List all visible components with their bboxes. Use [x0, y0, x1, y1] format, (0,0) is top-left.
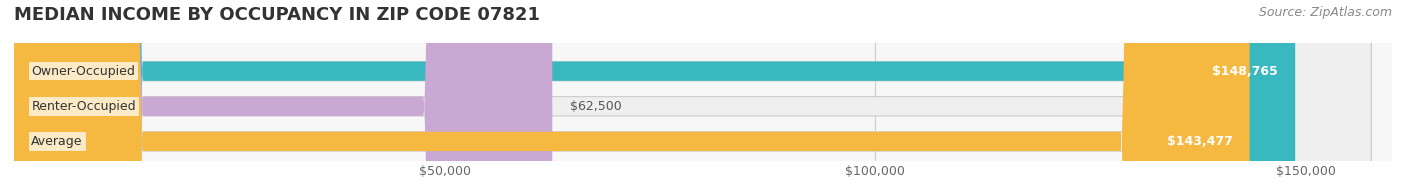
Text: $148,765: $148,765	[1212, 65, 1278, 78]
FancyBboxPatch shape	[14, 0, 553, 196]
FancyBboxPatch shape	[14, 0, 1371, 196]
Text: Source: ZipAtlas.com: Source: ZipAtlas.com	[1258, 6, 1392, 19]
Text: Average: Average	[31, 135, 83, 148]
FancyBboxPatch shape	[14, 0, 1371, 196]
FancyBboxPatch shape	[14, 0, 1295, 196]
Text: Renter-Occupied: Renter-Occupied	[31, 100, 136, 113]
FancyBboxPatch shape	[14, 0, 1371, 196]
Text: MEDIAN INCOME BY OCCUPANCY IN ZIP CODE 07821: MEDIAN INCOME BY OCCUPANCY IN ZIP CODE 0…	[14, 6, 540, 24]
Text: Owner-Occupied: Owner-Occupied	[31, 65, 135, 78]
FancyBboxPatch shape	[14, 0, 1250, 196]
Text: $143,477: $143,477	[1167, 135, 1233, 148]
Text: $62,500: $62,500	[569, 100, 621, 113]
